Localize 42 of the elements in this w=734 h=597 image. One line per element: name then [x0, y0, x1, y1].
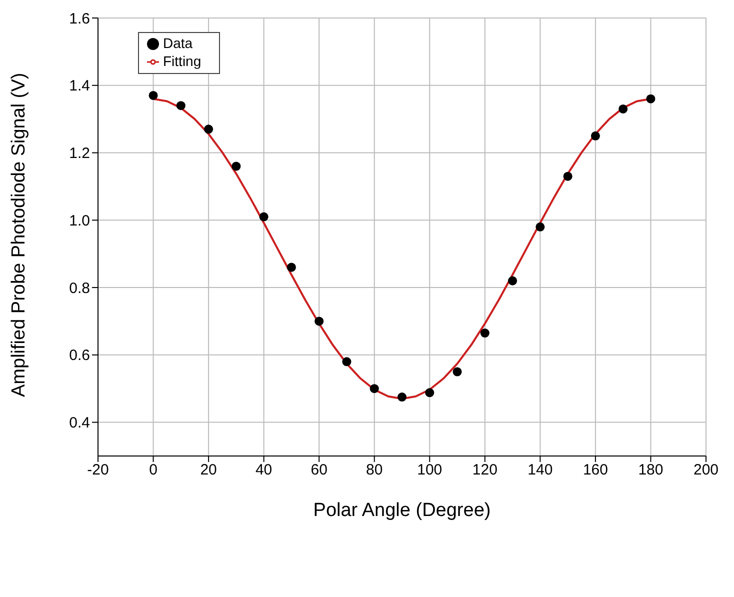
point [563, 172, 572, 181]
y-tick-label: 0.8 [69, 280, 90, 297]
point [232, 162, 241, 171]
point [590, 131, 600, 140]
x-tick-label: 120 [472, 462, 498, 479]
x-tick-label: 40 [255, 462, 272, 479]
point [204, 124, 214, 134]
x-tick-label: -20 [87, 462, 109, 479]
point [342, 357, 352, 366]
y-tick-label: 1.0 [69, 212, 90, 230]
y-tick-label: 0.4 [69, 414, 90, 432]
x-tick-label: 60 [310, 462, 328, 479]
point [148, 90, 158, 100]
x-tick-label: 0 [149, 462, 158, 479]
y-tick-label: 1.4 [69, 78, 90, 95]
point [314, 316, 324, 326]
legend-label: Data [163, 35, 193, 51]
point [370, 384, 379, 394]
x-tick-label: 100 [417, 462, 442, 479]
x-tick-label: 20 [200, 462, 217, 479]
point [259, 212, 268, 222]
point [286, 262, 296, 272]
legend-label: Fitting [163, 53, 202, 69]
y-tick-label: 0.6 [69, 347, 90, 364]
point [480, 328, 490, 338]
point [618, 104, 628, 114]
y-tick-label: 1.2 [69, 145, 90, 162]
x-tick-label: 80 [366, 462, 383, 479]
point [176, 101, 186, 110]
point [397, 392, 407, 402]
point [452, 367, 462, 376]
point [646, 94, 656, 104]
point [536, 222, 545, 232]
point [508, 276, 518, 286]
x-tick-label: 180 [638, 462, 664, 479]
y-tick-label: 1.6 [69, 10, 90, 28]
x-tick-label: 160 [582, 462, 608, 479]
y-axis-title: Amplified Probe Photodiode Signal (V) [8, 72, 30, 397]
x-tick-label: 140 [528, 462, 553, 479]
x-axis-title: Polar Angle (Degree) [313, 500, 491, 521]
point [425, 388, 434, 398]
x-tick-label: 200 [693, 462, 719, 479]
